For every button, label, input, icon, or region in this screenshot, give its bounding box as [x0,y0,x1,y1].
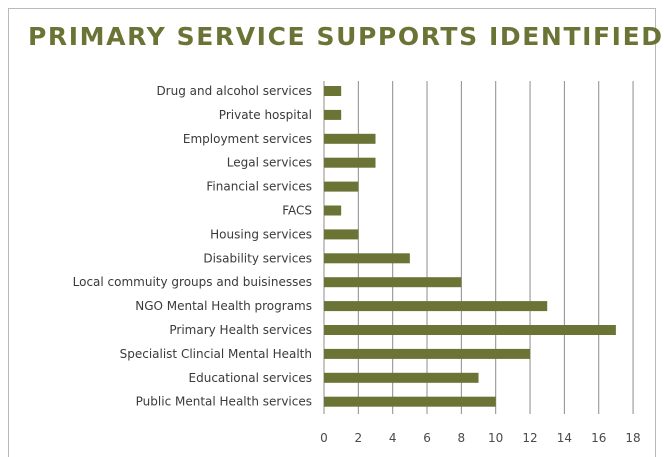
bar [324,133,376,144]
x-tick-label: 2 [355,431,363,445]
category-label: Disability services [203,251,312,265]
x-tick-label: 4 [389,431,397,445]
category-label: Housing services [210,227,312,241]
bar [324,229,359,240]
category-label: Financial services [206,180,312,194]
bar [324,205,342,216]
category-label: Primary Health services [169,323,312,337]
category-label: Educational services [189,371,312,385]
x-tick-label: 10 [488,431,503,445]
bar [324,86,342,96]
x-tick-label: 12 [522,431,537,445]
x-tick-label: 6 [423,431,431,445]
bar [324,372,479,383]
category-label: Legal services [227,156,312,170]
bar [324,157,376,168]
category-label: Specialist Clincial Mental Health [120,347,312,361]
category-label: Local commuity groups and buisinesses [73,275,312,289]
category-label: FACS [282,204,312,218]
bar [324,253,410,264]
chart-title: PRIMARY SERVICE SUPPORTS IDENTIFIED [28,22,664,51]
bar [324,277,462,288]
category-label: Drug and alcohol services [156,84,312,98]
bar [324,396,496,407]
x-tick-label: 0 [320,431,328,445]
x-tick-label: 16 [591,431,606,445]
bar [324,109,342,120]
bar [324,301,548,312]
category-label: NGO Mental Health programs [135,299,312,313]
x-tick-label: 8 [458,431,466,445]
bar [324,181,359,192]
category-label: Private hospital [219,108,312,122]
bar [324,348,531,359]
bar [324,325,616,335]
category-label: Employment services [183,132,312,146]
x-tick-label: 18 [625,431,640,445]
x-tick-label: 14 [557,431,572,445]
category-label: Public Mental Health services [136,395,312,409]
